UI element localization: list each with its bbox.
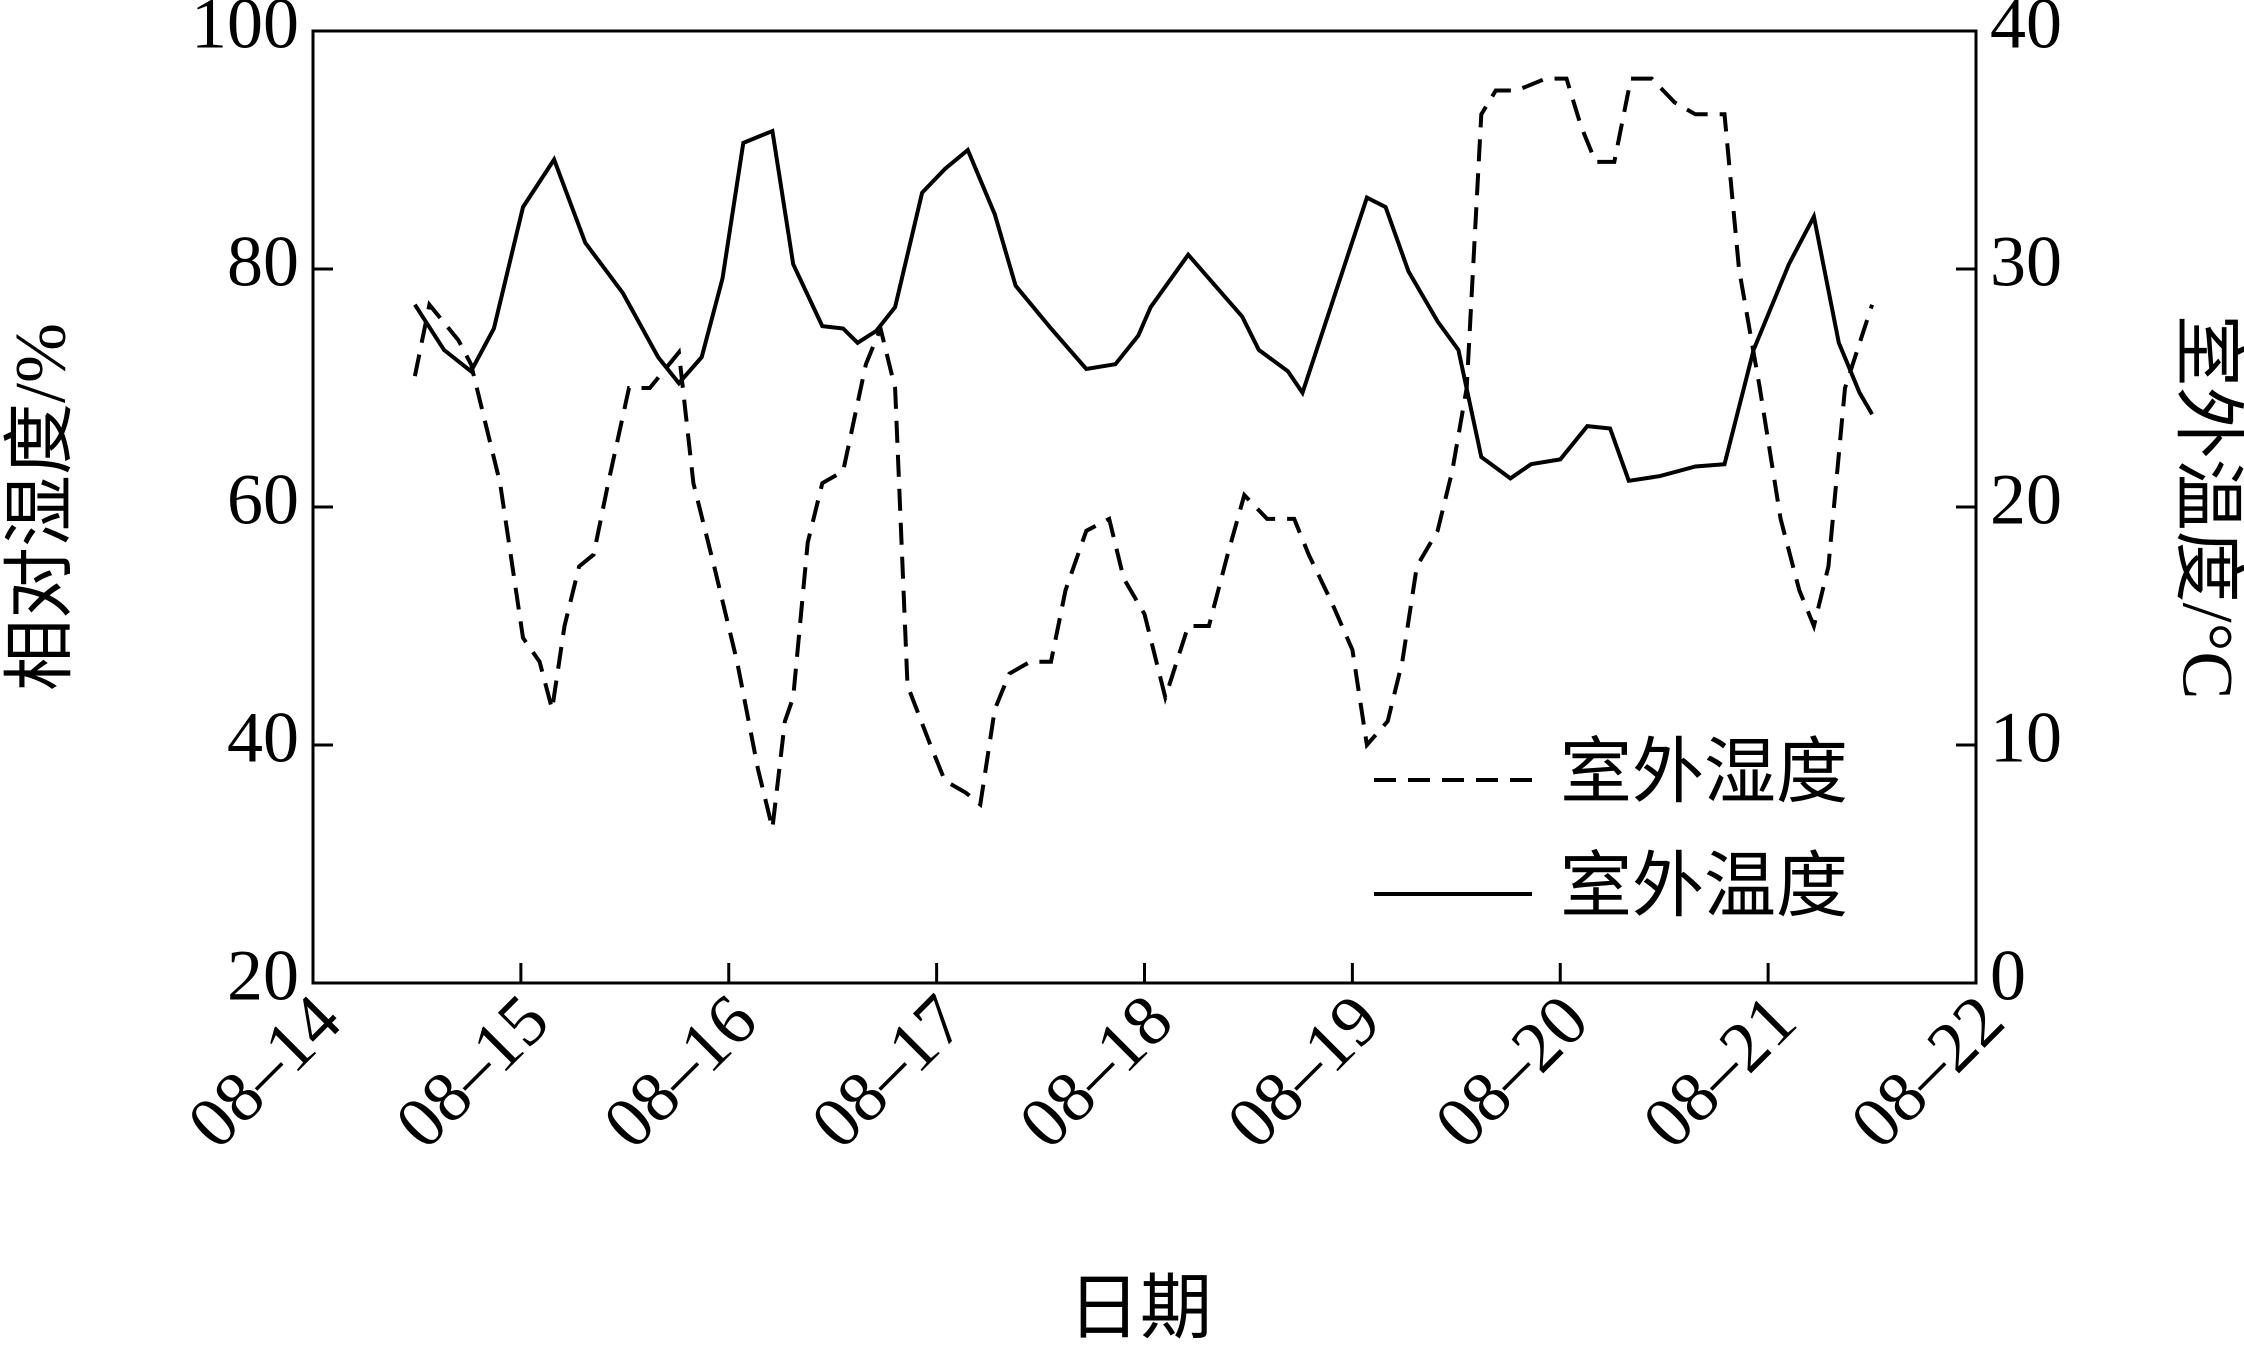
y-tick-label: 60 <box>227 460 299 540</box>
legend-label: 室外温度 <box>1560 847 1848 927</box>
x-tick-label: 08–18 <box>1004 979 1188 1163</box>
y2-tick-label: 10 <box>1990 698 2062 778</box>
y2-tick-label: 20 <box>1990 460 2062 540</box>
x-axis-title: 日期 <box>1068 1269 1212 1349</box>
x-tick-label: 08–20 <box>1419 979 1603 1163</box>
y2-tick-label: 0 <box>1990 936 2026 1016</box>
y-tick-label: 20 <box>227 936 299 1016</box>
x-tick-label: 08–17 <box>796 979 980 1163</box>
y-tick-label: 40 <box>227 698 299 778</box>
data-line <box>413 128 1874 484</box>
y-axis-title: 相对湿度/% <box>1 323 81 691</box>
y-tick-label: 100 <box>191 0 299 64</box>
x-tick-label: 08–21 <box>1627 979 1811 1163</box>
data-line <box>412 76 1875 829</box>
x-tick-label: 08–16 <box>588 979 772 1163</box>
x-tick-label: 08–15 <box>380 979 564 1163</box>
plot-frame <box>311 29 1978 985</box>
x-tick-label: 08–19 <box>1212 979 1396 1163</box>
y2-tick-label: 40 <box>1990 0 2062 64</box>
y2-tick-label: 30 <box>1990 222 2062 302</box>
legend-label: 室外湿度 <box>1560 733 1848 813</box>
y2-axis-title: 室外温度/°C <box>2167 315 2244 700</box>
y-tick-label: 80 <box>227 222 299 302</box>
